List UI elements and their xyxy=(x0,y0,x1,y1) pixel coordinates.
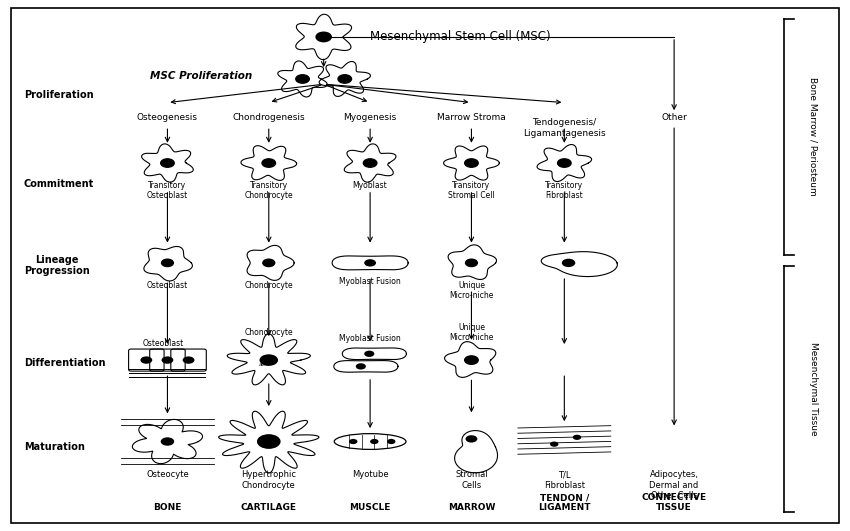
Circle shape xyxy=(364,350,374,357)
Text: Osteoblast: Osteoblast xyxy=(143,339,184,348)
Text: Marrow Stroma: Marrow Stroma xyxy=(437,113,506,122)
Circle shape xyxy=(558,159,571,167)
Circle shape xyxy=(316,32,332,41)
Circle shape xyxy=(562,259,575,267)
Text: Transitory
Stromal Cell: Transitory Stromal Cell xyxy=(448,181,495,200)
Text: Transitory
Osteoblast: Transitory Osteoblast xyxy=(147,181,188,200)
Text: Osteocyte: Osteocyte xyxy=(146,470,189,479)
Text: acm: acm xyxy=(258,362,270,367)
Text: Myoblast Fusion: Myoblast Fusion xyxy=(339,277,401,286)
Circle shape xyxy=(296,75,309,83)
Text: Myogenesis: Myogenesis xyxy=(343,113,397,122)
Text: Myoblast: Myoblast xyxy=(353,181,388,190)
Circle shape xyxy=(363,159,377,167)
Text: MSC Proliferation: MSC Proliferation xyxy=(150,71,252,81)
Circle shape xyxy=(349,439,358,444)
Circle shape xyxy=(161,159,174,167)
Circle shape xyxy=(140,356,152,364)
Text: Osteogenesis: Osteogenesis xyxy=(137,113,198,122)
Text: Osteoblast: Osteoblast xyxy=(147,281,188,290)
Text: Tendogenesis/
Ligamantagenesis: Tendogenesis/ Ligamantagenesis xyxy=(523,118,606,138)
Text: Transitory
Fibroblast: Transitory Fibroblast xyxy=(545,181,583,200)
Text: Bone Marrow / Periosteum: Bone Marrow / Periosteum xyxy=(809,78,818,196)
Text: Myotube: Myotube xyxy=(352,470,388,479)
Circle shape xyxy=(257,434,280,449)
Text: TENDON /
LIGAMENT: TENDON / LIGAMENT xyxy=(538,493,591,512)
Circle shape xyxy=(465,159,479,167)
Text: BONE: BONE xyxy=(153,503,182,512)
Text: Chondrogenesis: Chondrogenesis xyxy=(232,113,305,122)
Circle shape xyxy=(356,363,366,370)
Circle shape xyxy=(387,439,395,444)
Text: Myoblast Fusion: Myoblast Fusion xyxy=(339,335,401,343)
Text: Adipocytes,
Dermal and
Other Cells: Adipocytes, Dermal and Other Cells xyxy=(649,470,699,500)
Text: Mesenchymal Tissue: Mesenchymal Tissue xyxy=(809,342,818,436)
Text: Other: Other xyxy=(661,113,687,122)
Circle shape xyxy=(259,354,278,366)
Circle shape xyxy=(550,441,558,447)
Text: Stromal
Cells: Stromal Cells xyxy=(455,470,488,490)
Text: Unique
Micro-niche: Unique Micro-niche xyxy=(450,323,494,342)
Text: Lineage
Progression: Lineage Progression xyxy=(24,255,89,276)
Text: Maturation: Maturation xyxy=(24,442,85,452)
Circle shape xyxy=(338,75,352,83)
Text: MARROW: MARROW xyxy=(448,503,496,512)
Text: Proliferation: Proliferation xyxy=(24,90,94,100)
Circle shape xyxy=(364,259,376,267)
Text: Chondrocyte: Chondrocyte xyxy=(245,329,293,338)
Text: MUSCLE: MUSCLE xyxy=(349,503,391,512)
Circle shape xyxy=(573,435,581,440)
Text: Mesenchymal Stem Cell (MSC): Mesenchymal Stem Cell (MSC) xyxy=(370,30,551,44)
Circle shape xyxy=(263,259,275,267)
Text: Hypertrophic
Chondrocyte: Hypertrophic Chondrocyte xyxy=(241,470,297,490)
Circle shape xyxy=(161,438,174,446)
Text: Unique
Micro-niche: Unique Micro-niche xyxy=(450,281,494,300)
Text: Differentiation: Differentiation xyxy=(24,358,105,367)
Circle shape xyxy=(466,259,478,267)
Text: Chondrocyte: Chondrocyte xyxy=(245,281,293,290)
Circle shape xyxy=(262,159,275,167)
Text: Commitment: Commitment xyxy=(24,179,94,189)
Text: Transitory
Chondrocyte: Transitory Chondrocyte xyxy=(245,181,293,200)
Text: CARTILAGE: CARTILAGE xyxy=(241,503,297,512)
Circle shape xyxy=(466,435,478,442)
Circle shape xyxy=(162,356,173,364)
Circle shape xyxy=(370,439,378,444)
Circle shape xyxy=(183,356,195,364)
Text: T/L
Fibroblast: T/L Fibroblast xyxy=(544,470,585,490)
Text: CONNECTIVE
TISSUE: CONNECTIVE TISSUE xyxy=(642,493,706,512)
Circle shape xyxy=(465,356,479,364)
Circle shape xyxy=(162,259,173,267)
